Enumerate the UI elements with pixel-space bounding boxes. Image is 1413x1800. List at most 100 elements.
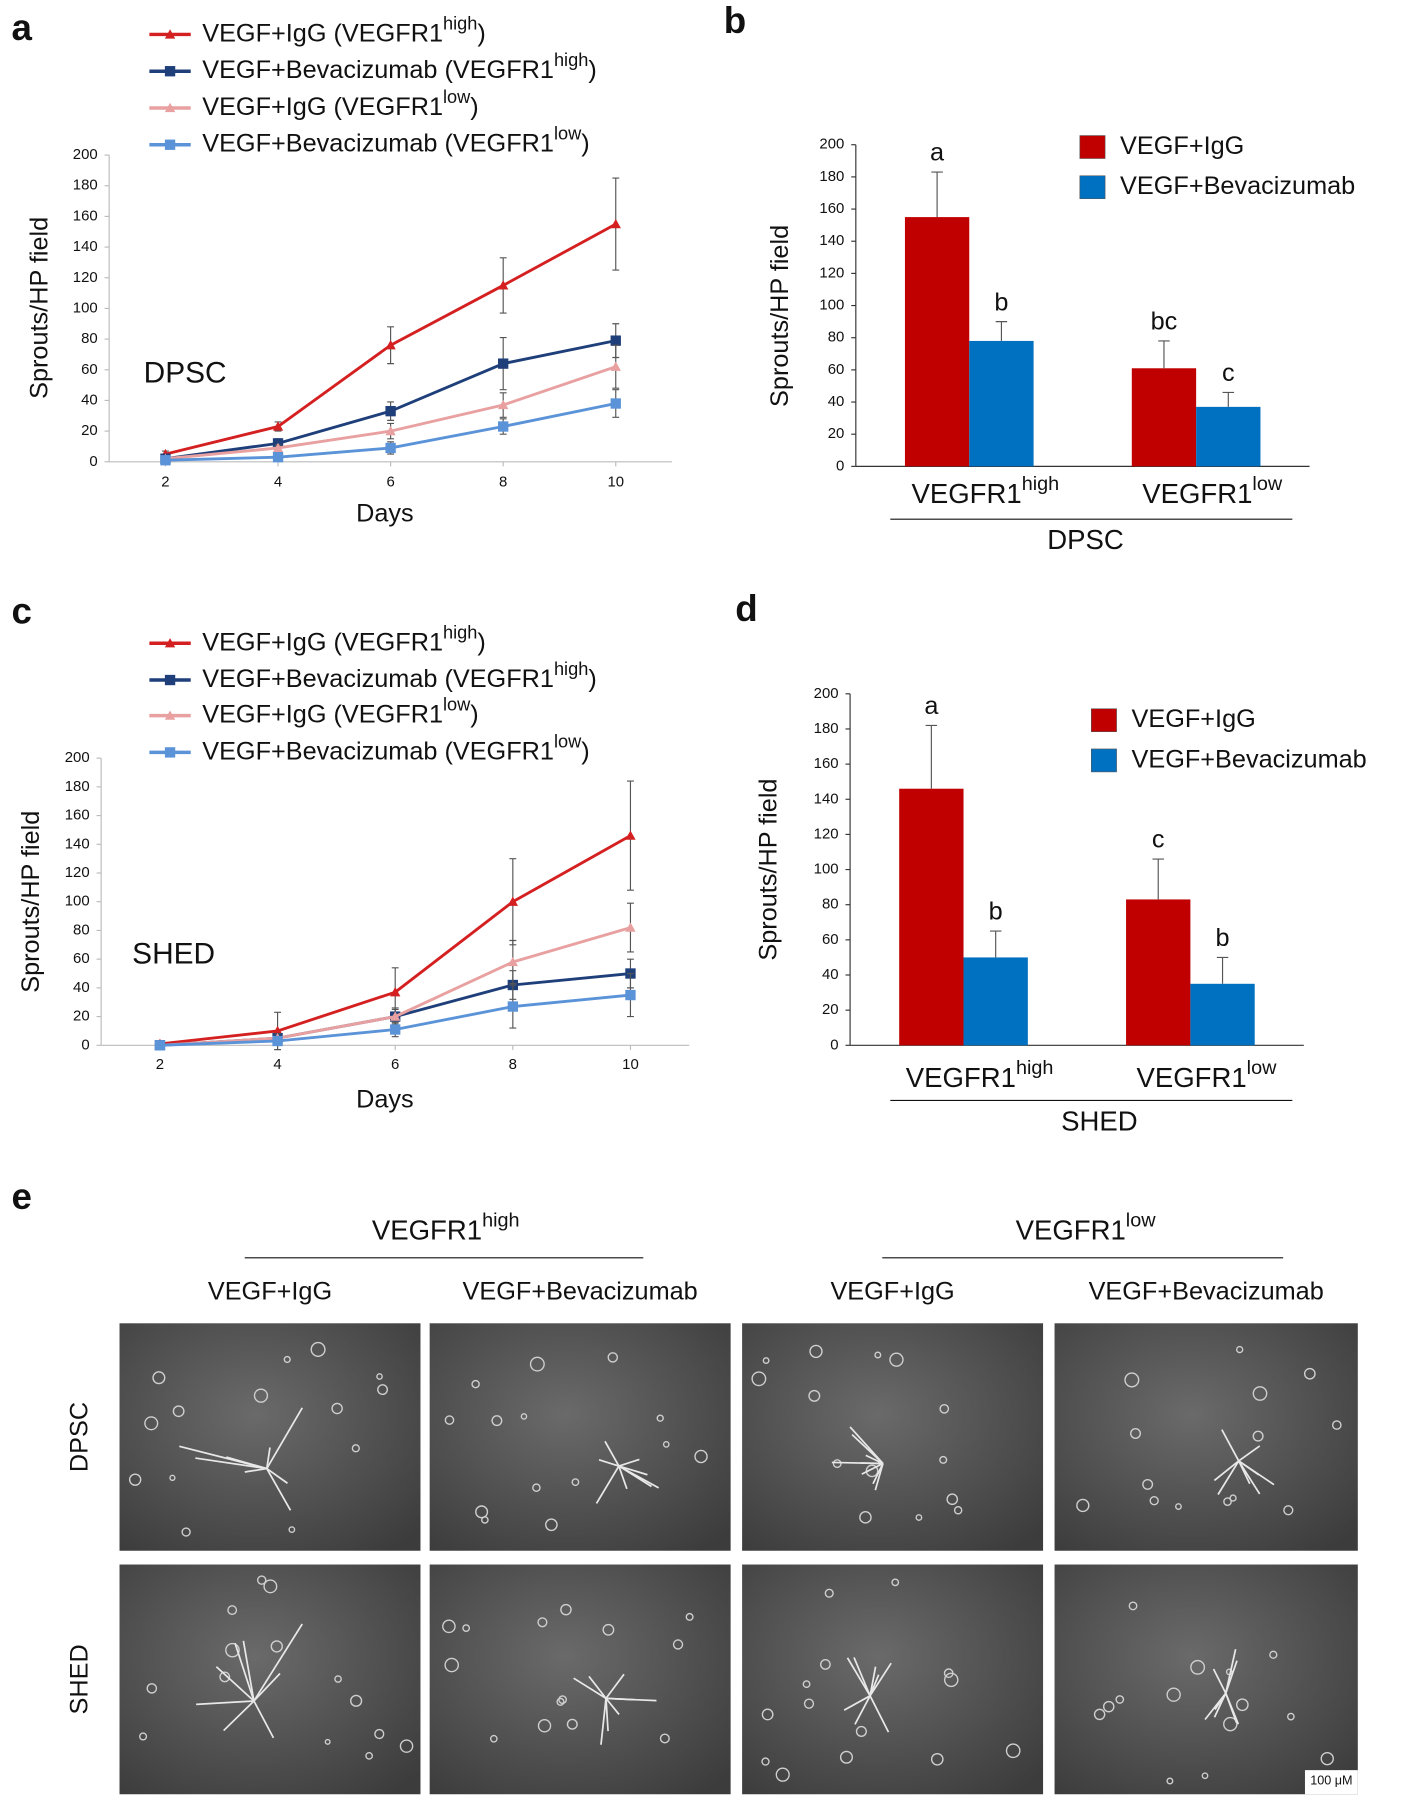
column-label: VEGF+IgG [830,1277,954,1305]
legend-label: VEGF+Bevacizumab (VEGFR1low) [202,731,589,765]
bar [1126,899,1191,1046]
cell [489,1734,498,1743]
data-point [390,987,401,997]
cell [219,1671,231,1683]
sprout [869,1695,890,1733]
y-tick-label: 200 [814,685,839,702]
sprout [223,1700,255,1732]
group-label: SHED [1061,1106,1138,1137]
y-tick-label: 40 [828,393,845,410]
sprout [869,1674,880,1697]
cell [1190,1659,1206,1675]
sprout [588,1675,607,1699]
significance-letter: c [1152,825,1165,853]
sprout [1213,1460,1240,1482]
cell [659,1733,670,1744]
data-point [610,335,621,346]
error-bar [931,171,943,218]
cell [943,1672,959,1688]
legend-marker [164,139,176,150]
cell [1166,1777,1174,1785]
cell [1283,1505,1294,1516]
legend-label: VEGF+Bevacizumab [1132,745,1367,773]
cell [1331,1420,1342,1430]
cell [808,1389,821,1402]
cell [751,1371,767,1387]
sprout [861,1462,884,1475]
y-tick-label: 40 [73,979,90,996]
y-tick-label: 20 [81,422,98,439]
x-tick-label: 10 [607,473,624,490]
micrograph [429,1323,731,1551]
sprout [1224,1649,1237,1694]
cell [444,1657,460,1673]
cell [939,1455,948,1464]
significance-letter: a [924,692,939,720]
y-tick-label: 80 [822,896,839,913]
bar [969,340,1034,467]
cell [1115,1695,1125,1704]
legend-marker [164,674,176,686]
cell [556,1697,565,1706]
cell [462,1624,471,1633]
cell [803,1698,815,1709]
sprout [618,1465,628,1490]
cell [1252,1430,1264,1442]
cell [257,1575,267,1585]
cell [607,1352,619,1363]
sprout [1237,1460,1251,1485]
x-tick-label: 2 [161,473,169,490]
y-tick-label: 40 [822,966,839,983]
x-tick-label: VEGFR1low [1136,1057,1277,1093]
bar [904,217,970,467]
bar [1196,406,1261,467]
cell [1149,1495,1159,1506]
sprout [605,1697,620,1716]
x-tick-label: VEGFR1low [1142,473,1283,509]
data-point [610,361,621,371]
y-tick-label: 120 [73,269,98,286]
x-tick-label: 8 [499,473,507,490]
group-label: DPSC [1047,524,1124,555]
y-tick-label: 0 [89,453,97,470]
cell [1223,1716,1238,1732]
legend-label: VEGF+Bevacizumab (VEGFR1high) [202,659,597,693]
cell [169,1474,176,1481]
cell [471,1379,480,1389]
cell [324,1738,331,1745]
cell [1235,1345,1244,1354]
cell [571,1478,580,1487]
data-point [390,1011,401,1021]
cell [685,1612,694,1621]
micrograph [119,1323,421,1551]
cell [537,1719,552,1733]
data-point [625,830,636,840]
legend-label: VEGF+Bevacizumab (VEGFR1high) [202,50,597,84]
data-point [385,425,396,436]
sprout [869,1666,877,1696]
cell [1102,1700,1115,1713]
data-point [154,1040,166,1051]
x-tick-label: 4 [273,1056,281,1073]
cell [377,1384,389,1396]
sprout [266,1407,304,1470]
y-axis-label: Sprouts/HP field [766,225,794,407]
cell [839,1750,854,1764]
cell [532,1483,541,1492]
cell [350,1694,363,1707]
x-axis-label: Days [356,499,414,527]
y-tick-label: 140 [65,835,90,852]
row-label: SHED [65,1644,93,1714]
significance-letter: b [989,897,1003,925]
cell [761,1708,774,1721]
bar [963,957,1028,1046]
sprout [1221,1429,1240,1462]
sprout [853,1657,871,1697]
sprout [843,1695,871,1711]
significance-letter: bc [1151,307,1178,335]
micrograph [429,1564,731,1795]
cell [334,1675,342,1683]
cell [442,1619,456,1634]
sprout [865,1454,884,1465]
data-point [610,218,621,229]
